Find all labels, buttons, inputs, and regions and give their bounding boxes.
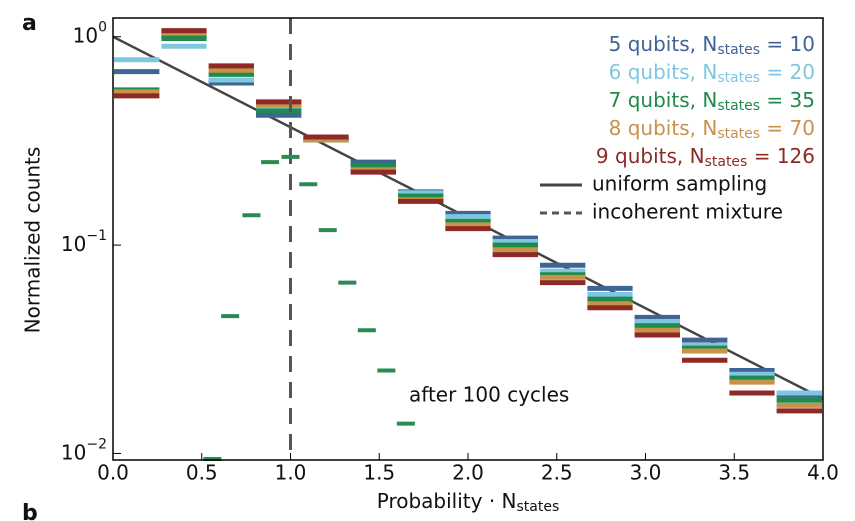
legend-text: = 35 <box>760 88 815 112</box>
legend-text: 5 qubits, N <box>609 32 718 56</box>
legend-text: = 10 <box>760 32 815 56</box>
legend-entry: incoherent mixture <box>592 200 783 224</box>
x-tick-label: 1.5 <box>363 461 395 485</box>
x-axis-label-main: Probability · N <box>377 489 517 513</box>
x-tick-label: 2.0 <box>452 461 484 485</box>
legend-text: states <box>717 126 760 142</box>
x-tick-label: 1.0 <box>275 461 307 485</box>
legend-text: 6 qubits, N <box>609 60 718 84</box>
legend-text: 9 qubits, N <box>596 144 705 168</box>
x-tick-label: 0.0 <box>97 461 129 485</box>
panel-label: a <box>22 11 37 36</box>
y-tick-base: 10 <box>73 23 98 47</box>
legend-text: states <box>705 154 748 170</box>
legend-text: states <box>717 42 760 58</box>
legend-text: = 126 <box>747 144 815 168</box>
annotation: after 100 cycles <box>409 383 569 407</box>
y-tick-base: 10 <box>61 232 86 256</box>
legend-text: = 20 <box>760 60 815 84</box>
legend-entry: 9 qubits, Nstates = 126 <box>596 144 815 171</box>
legend-entry: 7 qubits, Nstates = 35 <box>609 88 815 115</box>
y-axis-label: Normalized counts <box>21 147 45 334</box>
legend-text: = 70 <box>760 116 815 140</box>
x-tick-label: 3.5 <box>718 461 750 485</box>
y-tick-exponent: −1 <box>86 228 107 244</box>
y-tick-exponent: 0 <box>98 20 107 36</box>
legend-entry: 5 qubits, Nstates = 10 <box>609 32 815 59</box>
x-tick-label: 2.5 <box>541 461 573 485</box>
x-tick-label: 0.5 <box>186 461 218 485</box>
y-tick-exponent: −2 <box>86 436 107 452</box>
legend-text: states <box>717 70 760 86</box>
y-tick-base: 10 <box>61 440 86 464</box>
legend-entry: uniform sampling <box>592 172 767 196</box>
legend-text: 8 qubits, N <box>609 116 718 140</box>
legend-entry: 6 qubits, Nstates = 20 <box>609 60 815 87</box>
legend-text: states <box>717 98 760 114</box>
x-tick-label: 4.0 <box>807 461 839 485</box>
x-axis-label: Probability · Nstates <box>377 489 560 516</box>
x-axis-label-sub: states <box>517 499 560 515</box>
y-tick-label: 10−2 <box>61 436 107 464</box>
legend-entry: 8 qubits, Nstates = 70 <box>609 116 815 143</box>
y-tick-label: 100 <box>73 20 107 48</box>
y-tick-label: 10−1 <box>61 228 107 256</box>
legend-text: 7 qubits, N <box>609 88 718 112</box>
panel-label: b <box>22 501 38 521</box>
x-tick-label: 3.0 <box>630 461 662 485</box>
